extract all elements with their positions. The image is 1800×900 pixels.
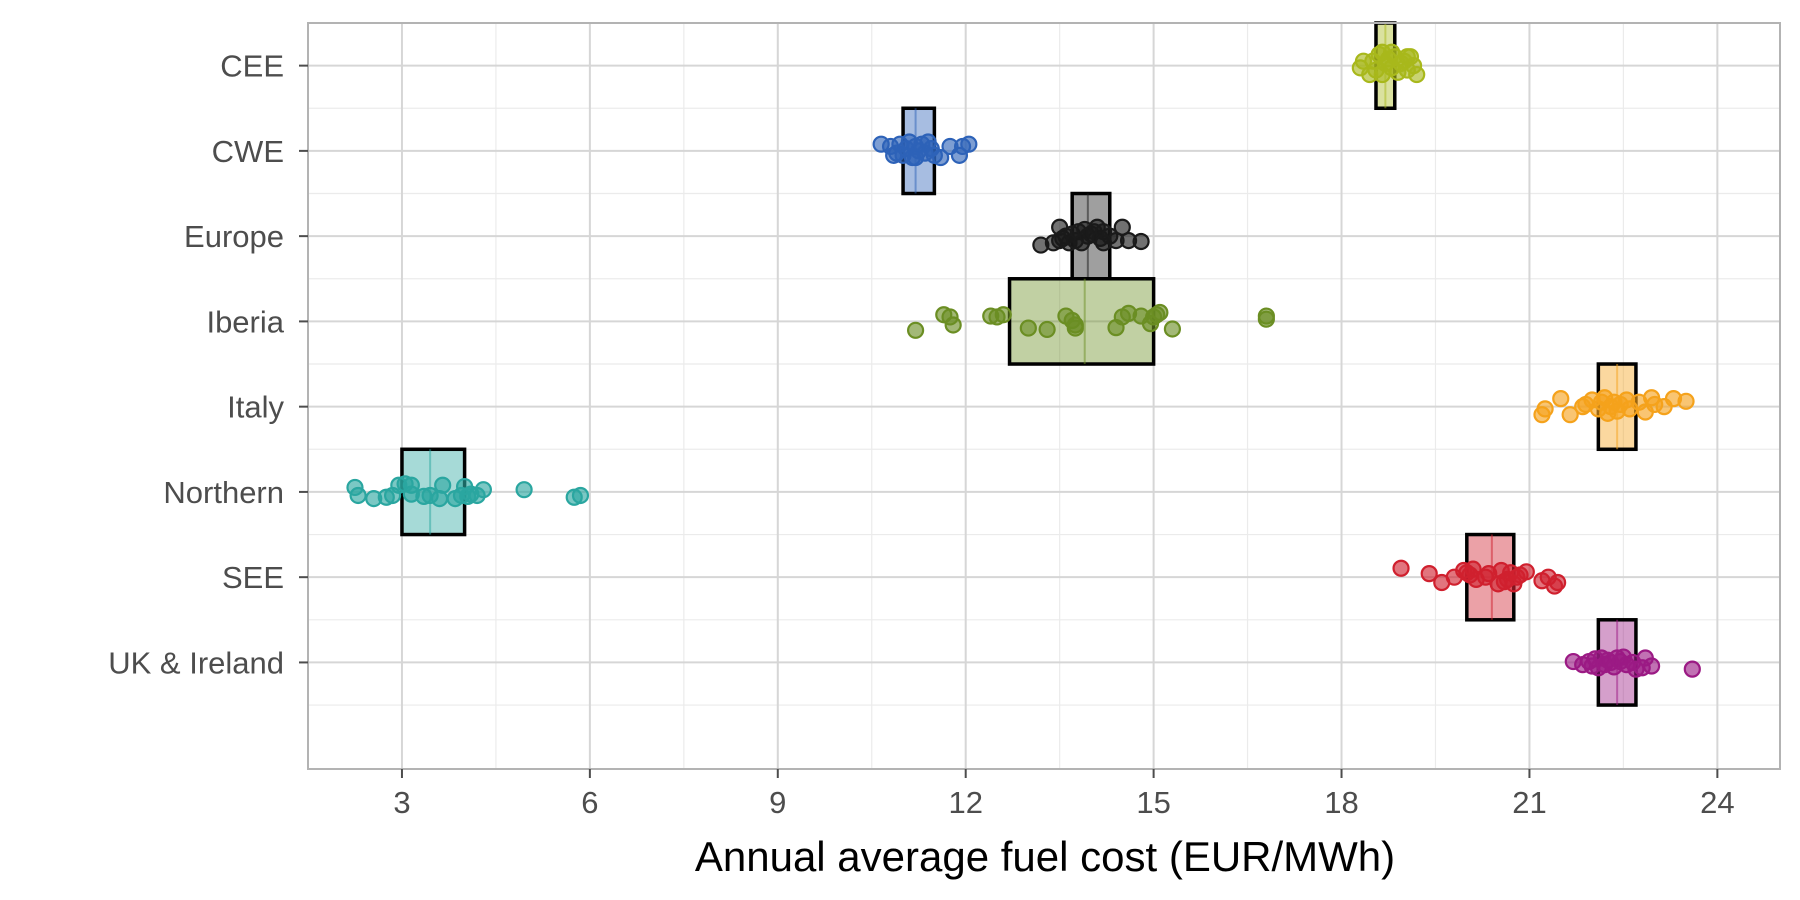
axes: 3 6 9 12 15 18 21 24 CEE CWE Europe Iberia Italy Nort… bbox=[108, 49, 1734, 820]
data-point bbox=[1257, 310, 1275, 328]
data-point bbox=[994, 306, 1012, 324]
data-point bbox=[1420, 565, 1438, 583]
x-tick-label: 9 bbox=[769, 785, 786, 820]
x-tick-label: 12 bbox=[948, 785, 982, 820]
data-point bbox=[1536, 400, 1554, 418]
plot-panel-border bbox=[307, 22, 1781, 770]
y-tick-label: Europe bbox=[184, 219, 284, 254]
data-point bbox=[1489, 575, 1507, 593]
x-axis-title: Annual average fuel cost (EUR/MWh) bbox=[695, 833, 1395, 880]
data-point bbox=[1398, 48, 1416, 66]
data-point bbox=[1561, 406, 1579, 424]
data-point bbox=[906, 148, 925, 167]
y-tick-label: CEE bbox=[220, 49, 284, 84]
y-tick-label: CWE bbox=[212, 134, 284, 169]
data-point bbox=[1552, 390, 1570, 408]
data-point bbox=[474, 481, 492, 499]
data-point bbox=[944, 316, 962, 334]
x-tick-label: 18 bbox=[1324, 785, 1358, 820]
data-point bbox=[434, 476, 452, 494]
data-point bbox=[1151, 303, 1169, 322]
plot-panel-background bbox=[308, 23, 1780, 769]
data-point bbox=[1038, 320, 1056, 339]
data-point bbox=[1094, 234, 1113, 252]
data-point bbox=[1066, 316, 1084, 334]
data-point bbox=[571, 486, 590, 505]
point-group bbox=[346, 43, 1701, 678]
x-tick-label: 21 bbox=[1512, 785, 1546, 820]
data-point bbox=[932, 148, 950, 167]
data-point bbox=[1549, 573, 1567, 592]
x-tick-label: 6 bbox=[581, 785, 598, 820]
data-point bbox=[885, 146, 903, 164]
data-point bbox=[1508, 568, 1526, 586]
y-tick-label: Italy bbox=[227, 390, 284, 425]
data-point bbox=[1361, 65, 1379, 84]
data-point bbox=[1051, 231, 1069, 250]
y-tick-label: Iberia bbox=[206, 304, 284, 339]
data-point bbox=[906, 321, 925, 339]
data-point bbox=[960, 135, 978, 153]
data-point bbox=[1392, 559, 1410, 577]
y-tick-label: UK & Ireland bbox=[108, 645, 284, 680]
data-point bbox=[1019, 319, 1037, 337]
data-point bbox=[1163, 320, 1182, 338]
y-tick-label: Northern bbox=[163, 475, 284, 510]
data-point bbox=[1677, 392, 1695, 410]
data-point bbox=[515, 481, 533, 499]
data-point bbox=[1383, 43, 1401, 61]
data-point bbox=[1642, 657, 1661, 675]
x-tick-label: 15 bbox=[1136, 785, 1170, 820]
data-point bbox=[349, 486, 367, 505]
x-tick-label: 3 bbox=[393, 785, 410, 820]
x-tick-label: 24 bbox=[1700, 785, 1734, 820]
data-point bbox=[1408, 65, 1426, 84]
data-point bbox=[1683, 660, 1701, 678]
data-point bbox=[1132, 232, 1150, 251]
y-tick-label: SEE bbox=[222, 560, 284, 595]
